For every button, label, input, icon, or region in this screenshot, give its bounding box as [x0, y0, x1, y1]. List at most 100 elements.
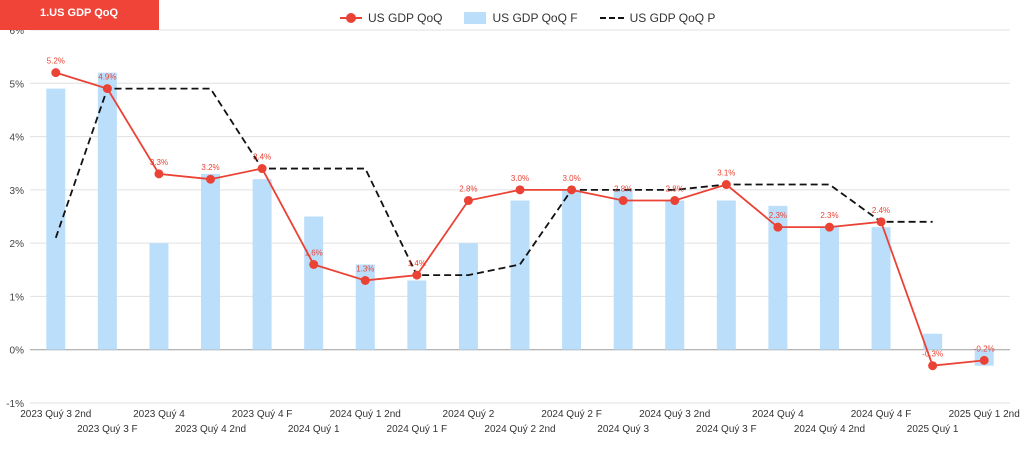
actual-data-point: [309, 259, 319, 269]
previous-series-line: [54, 87, 933, 277]
forecast-bar: [407, 280, 427, 350]
actual-data-label: 1.3%: [356, 264, 374, 273]
y-tick-label: 5%: [10, 79, 25, 90]
forecast-bar: [252, 179, 272, 350]
actual-data-point: [567, 185, 577, 195]
forecast-bar: [871, 227, 891, 350]
y-tick-label: 6%: [10, 26, 25, 37]
actual-data-point: [515, 185, 525, 195]
x-tick-label: 2023 Quý 3 F: [77, 424, 138, 435]
actual-data-point: [979, 355, 989, 365]
chart-legend: US GDP QoQ US GDP QoQ F US GDP QoQ P: [340, 8, 715, 28]
actual-data-label: 5.2%: [47, 57, 65, 66]
actual-data-label: 3.0%: [562, 174, 580, 183]
x-tick-label: 2024 Quý 3 F: [696, 424, 757, 435]
forecast-bar: [510, 200, 530, 350]
actual-data-label: 2.3%: [820, 211, 838, 220]
x-tick-label: 2023 Quý 3 2nd: [20, 409, 91, 420]
actual-data-label: 4.9%: [98, 73, 116, 82]
actual-data-label: 2.3%: [769, 211, 787, 220]
forecast-bar: [768, 205, 788, 350]
actual-data-point: [928, 361, 938, 371]
actual-data-point: [876, 217, 886, 227]
x-tick-label: 2024 Quý 3: [597, 424, 649, 435]
actual-data-label: -0.3%: [922, 350, 943, 359]
actual-data-point: [463, 196, 473, 206]
previous-dashed-line: [54, 87, 933, 277]
actual-data-label: 2.8%: [459, 185, 477, 194]
x-tick-label: 2024 Quý 3 2nd: [639, 409, 710, 420]
actual-data-point: [773, 222, 783, 232]
actual-data-label: -0.2%: [974, 344, 995, 353]
x-tick-label: 2024 Quý 1: [288, 424, 340, 435]
legend-item-actual[interactable]: US GDP QoQ: [340, 11, 442, 25]
actual-data-point: [618, 196, 628, 206]
forecast-bar: [716, 200, 736, 350]
legend-label-forecast: US GDP QoQ F: [492, 11, 578, 25]
forecast-bar: [355, 264, 375, 350]
y-tick-label: 4%: [10, 133, 25, 144]
actual-line: [51, 68, 989, 371]
x-tick-label: 2024 Quý 4 F: [851, 409, 912, 420]
actual-data-point: [257, 164, 267, 174]
forecast-bar: [923, 333, 943, 350]
forecast-bar: [304, 216, 324, 350]
x-tick-label: 2023 Quý 4 F: [232, 409, 293, 420]
forecast-bar: [458, 243, 478, 350]
chart-title: 1.US GDP QoQ: [0, 0, 159, 30]
actual-data-label: 3.2%: [201, 163, 219, 172]
actual-data-point: [721, 180, 731, 190]
actual-data-label: 3.4%: [253, 153, 271, 162]
actual-data-point: [824, 222, 834, 232]
actual-data-point: [102, 84, 112, 94]
y-tick-label: 3%: [10, 186, 25, 197]
forecast-bar: [201, 173, 221, 350]
y-tick-label: -1%: [6, 399, 24, 410]
x-tick-label: 2023 Quý 4: [133, 409, 185, 420]
legend-dashed-line-icon: [599, 17, 624, 19]
y-tick-label: 2%: [10, 239, 25, 250]
x-tick-label: 2024 Quý 2: [443, 409, 495, 420]
legend-bar-swatch-icon: [464, 12, 487, 24]
actual-data-point: [206, 174, 216, 184]
actual-data-point: [51, 68, 61, 78]
x-tick-label: 2024 Quý 2 F: [541, 409, 602, 420]
forecast-bar: [665, 200, 685, 350]
actual-data-point: [670, 196, 680, 206]
forecast-bar: [46, 88, 66, 350]
x-tick-label: 2024 Quý 4: [752, 409, 804, 420]
actual-data-label: 1.4%: [408, 259, 426, 268]
forecast-bar: [819, 227, 839, 350]
y-tick-label: 0%: [10, 346, 25, 357]
actual-data-point: [154, 169, 164, 179]
x-tick-label: 2024 Quý 1 F: [387, 424, 448, 435]
x-tick-label: 2024 Quý 4 2nd: [794, 424, 865, 435]
actual-data-label: 3.0%: [511, 174, 529, 183]
x-tick-label: 2025 Quý 1: [907, 424, 959, 435]
actual-data-label: 1.6%: [305, 248, 323, 257]
x-tick-label: 2025 Quý 1 2nd: [949, 409, 1020, 420]
actual-data-label: 3.3%: [150, 158, 168, 167]
actual-data-label: 2.8%: [666, 185, 684, 194]
forecast-bar: [97, 72, 117, 350]
forecast-bar: [562, 189, 582, 350]
forecast-bar: [149, 243, 169, 350]
actual-data-labels: 5.2% 4.9% 3.3% 3.2% 3.4% 1.6% 1.3% 1.4% 2.8% 3.0%…: [47, 57, 995, 359]
x-axis-tick-labels: 2023 Quý 3 2nd 2023 Quý 3 F 2023 Quý 4 2023…: [20, 409, 1020, 435]
x-tick-label: 2024 Quý 2 2nd: [484, 424, 555, 435]
legend-label-actual: US GDP QoQ: [368, 11, 443, 25]
legend-label-previous: US GDP QoQ P: [629, 11, 716, 25]
legend-item-previous[interactable]: US GDP QoQ P: [599, 11, 716, 25]
legend-line-marker-icon: [340, 13, 362, 23]
y-tick-label: 1%: [10, 292, 25, 303]
actual-data-label: 3.1%: [717, 169, 735, 178]
legend-item-forecast[interactable]: US GDP QoQ F: [464, 11, 578, 25]
y-axis-tick-labels: -1% 0% 1% 2% 3% 4% 5% 6%: [6, 26, 24, 410]
x-tick-label: 2024 Quý 1 2nd: [330, 409, 401, 420]
forecast-bar: [613, 189, 633, 350]
actual-data-point: [360, 275, 370, 285]
forecast-bars: [46, 72, 994, 366]
actual-data-label: 2.8%: [614, 185, 632, 194]
